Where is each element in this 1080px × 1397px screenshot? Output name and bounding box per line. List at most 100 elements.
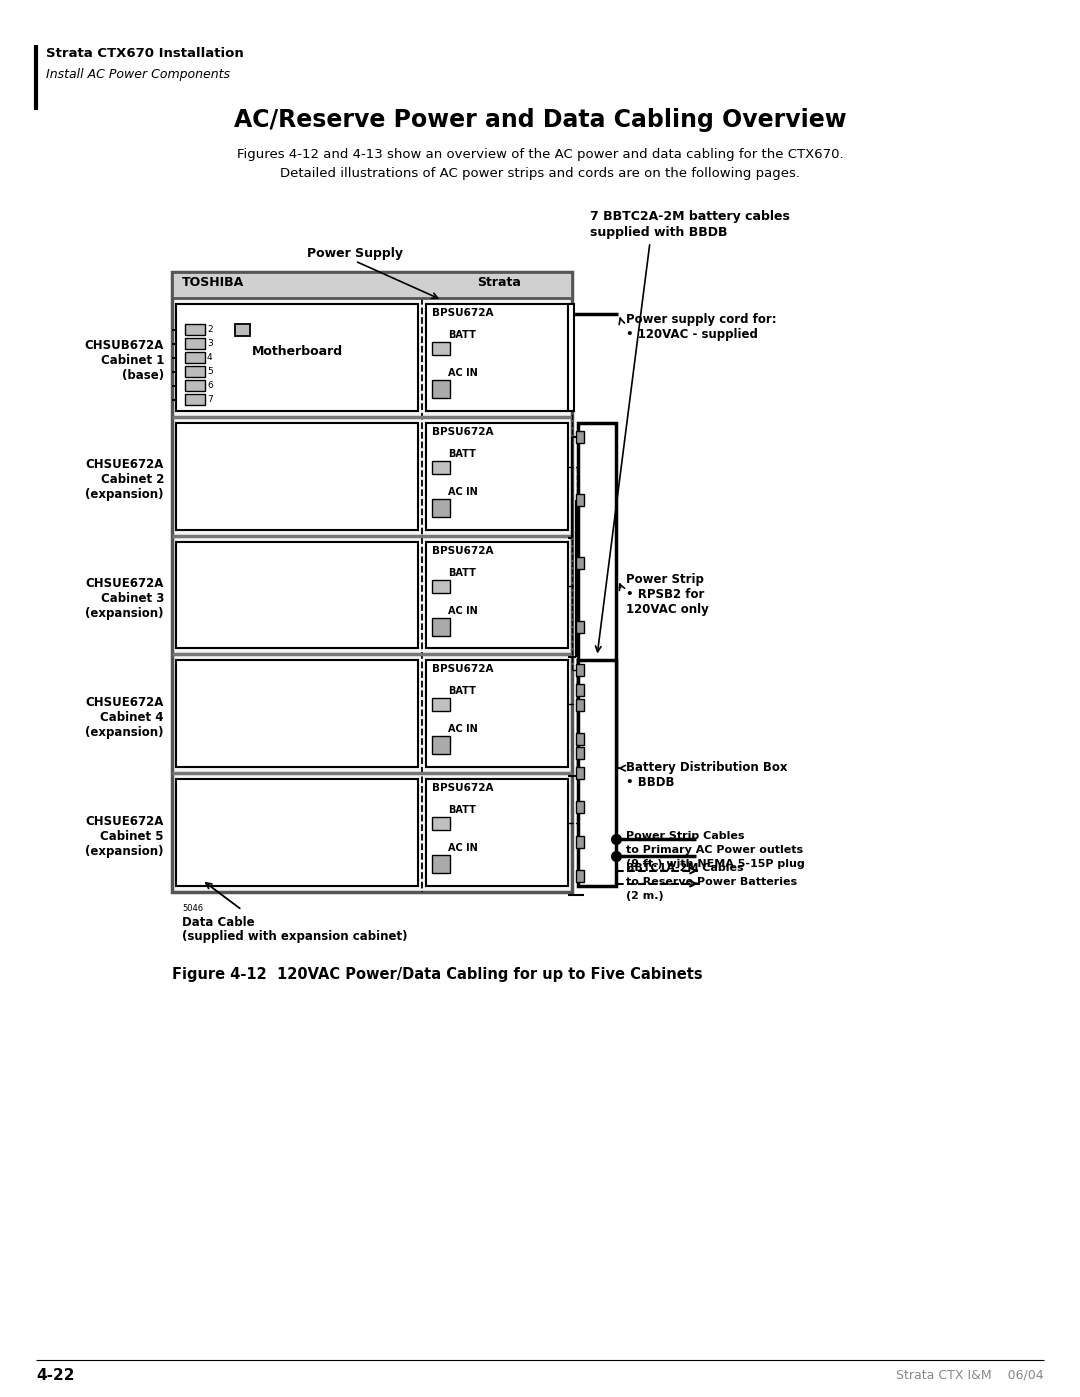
Text: TOSHIBA: TOSHIBA — [183, 277, 244, 289]
Bar — [426, 305, 568, 411]
Bar — [432, 580, 450, 592]
Text: 6: 6 — [207, 381, 213, 390]
Text: • 120VAC - supplied: • 120VAC - supplied — [626, 328, 758, 341]
Text: 3: 3 — [207, 339, 213, 348]
Bar — [176, 661, 418, 767]
Bar — [432, 698, 450, 711]
Text: AC IN: AC IN — [448, 844, 477, 854]
Text: CHSUE672A
Cabinet 2
(expansion): CHSUE672A Cabinet 2 (expansion) — [85, 458, 164, 502]
Text: (supplied with expansion cabinet): (supplied with expansion cabinet) — [183, 930, 407, 943]
Text: 7 BBTC2A-2M battery cables: 7 BBTC2A-2M battery cables — [590, 210, 789, 224]
Text: BATT: BATT — [448, 686, 476, 696]
Bar — [576, 620, 584, 633]
Text: AC IN: AC IN — [448, 486, 477, 497]
Text: BPSU672A: BPSU672A — [432, 427, 494, 437]
Bar — [576, 685, 584, 696]
Text: BPSU672A: BPSU672A — [432, 784, 494, 793]
Text: AC IN: AC IN — [448, 367, 477, 379]
Text: 5046: 5046 — [183, 904, 203, 914]
Text: Power Strip Cables: Power Strip Cables — [626, 831, 744, 841]
Bar — [576, 698, 584, 711]
Bar — [176, 305, 418, 411]
Bar — [576, 557, 584, 570]
Bar — [578, 661, 616, 886]
Bar — [185, 394, 205, 405]
Bar — [185, 352, 205, 363]
Bar — [576, 767, 584, 780]
Bar — [576, 835, 584, 848]
Text: Power Strip: Power Strip — [626, 573, 704, 585]
Text: Power Supply: Power Supply — [307, 247, 403, 260]
Text: 7: 7 — [207, 395, 213, 404]
Bar — [432, 817, 450, 830]
Bar — [576, 870, 584, 882]
Text: (2 m.): (2 m.) — [626, 891, 663, 901]
Text: Data Cable: Data Cable — [183, 916, 255, 929]
Bar — [426, 780, 568, 886]
Text: BBTC1A-2M Cables: BBTC1A-2M Cables — [626, 862, 744, 873]
Bar — [185, 366, 205, 377]
Text: BATT: BATT — [448, 448, 476, 458]
Bar — [576, 665, 584, 676]
Text: BPSU672A: BPSU672A — [432, 307, 494, 319]
Text: Figures 4-12 and 4-13 show an overview of the AC power and data cabling for the : Figures 4-12 and 4-13 show an overview o… — [237, 148, 843, 161]
Bar — [576, 495, 584, 506]
Text: Detailed illustrations of AC power strips and cords are on the following pages.: Detailed illustrations of AC power strip… — [280, 168, 800, 180]
Text: Strata: Strata — [477, 277, 521, 289]
Text: Motherboard: Motherboard — [252, 345, 342, 358]
Bar — [176, 423, 418, 529]
Text: to Reserve Power Batteries: to Reserve Power Batteries — [626, 876, 797, 887]
Bar — [432, 342, 450, 355]
Bar — [185, 380, 205, 391]
Text: Strata CTX I&M    06/04: Strata CTX I&M 06/04 — [896, 1368, 1044, 1382]
Bar — [576, 430, 584, 443]
Bar — [172, 272, 572, 298]
Bar — [432, 499, 450, 517]
Text: 4: 4 — [207, 353, 213, 362]
Bar — [578, 423, 616, 767]
Bar — [176, 780, 418, 886]
Bar — [432, 461, 450, 474]
Text: AC IN: AC IN — [448, 606, 477, 616]
Text: 2: 2 — [207, 326, 213, 334]
Bar — [185, 338, 205, 349]
Text: CHSUE672A
Cabinet 5
(expansion): CHSUE672A Cabinet 5 (expansion) — [85, 814, 164, 858]
Text: BPSU672A: BPSU672A — [432, 546, 494, 556]
Text: CHSUE672A
Cabinet 4
(expansion): CHSUE672A Cabinet 4 (expansion) — [85, 696, 164, 739]
Text: 120VAC only: 120VAC only — [626, 604, 708, 616]
Text: BPSU672A: BPSU672A — [432, 665, 494, 675]
Bar — [576, 747, 584, 759]
Text: • RPSB2 for: • RPSB2 for — [626, 588, 704, 601]
Bar — [172, 272, 572, 893]
Text: Figure 4-12  120VAC Power/Data Cabling for up to Five Cabinets: Figure 4-12 120VAC Power/Data Cabling fo… — [172, 967, 703, 982]
Bar — [432, 380, 450, 398]
Bar — [426, 423, 568, 529]
Text: BATT: BATT — [448, 330, 476, 339]
Bar — [432, 617, 450, 636]
Text: supplied with BBDB: supplied with BBDB — [590, 226, 728, 239]
Bar — [576, 733, 584, 745]
Bar — [235, 324, 249, 337]
Text: 5: 5 — [207, 367, 213, 376]
Bar — [426, 542, 568, 648]
Bar — [576, 802, 584, 813]
Bar — [432, 855, 450, 873]
Text: • BBDB: • BBDB — [626, 777, 675, 789]
Text: Strata CTX670 Installation: Strata CTX670 Installation — [46, 47, 244, 60]
Text: CHSUE672A
Cabinet 3
(expansion): CHSUE672A Cabinet 3 (expansion) — [85, 577, 164, 620]
Text: BATT: BATT — [448, 805, 476, 816]
Text: CHSUB672A
Cabinet 1
(base): CHSUB672A Cabinet 1 (base) — [84, 339, 164, 383]
Text: AC/Reserve Power and Data Cabling Overview: AC/Reserve Power and Data Cabling Overvi… — [233, 108, 847, 131]
Bar — [176, 542, 418, 648]
Text: Power supply cord for:: Power supply cord for: — [626, 313, 777, 326]
Bar — [432, 736, 450, 754]
Bar — [568, 305, 573, 411]
Text: AC IN: AC IN — [448, 725, 477, 735]
Text: Install AC Power Components: Install AC Power Components — [46, 68, 230, 81]
Text: to Primary AC Power outlets: to Primary AC Power outlets — [626, 845, 804, 855]
Text: BATT: BATT — [448, 567, 476, 577]
Text: (9 ft.) with NEMA 5-15P plug: (9 ft.) with NEMA 5-15P plug — [626, 859, 805, 869]
Text: 4-22: 4-22 — [36, 1368, 75, 1383]
Text: Battery Distribution Box: Battery Distribution Box — [626, 761, 787, 774]
Bar — [426, 661, 568, 767]
